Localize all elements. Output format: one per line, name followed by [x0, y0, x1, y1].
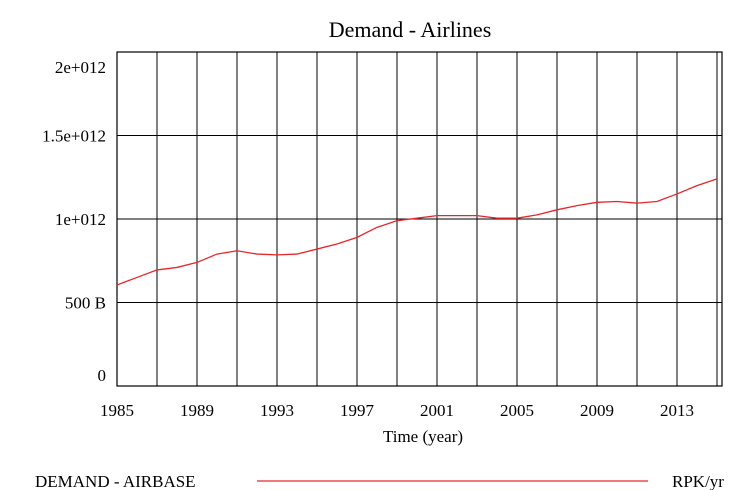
x-tick-label: 2005 [500, 401, 534, 420]
y-tick-label: 1.5e+012 [42, 127, 106, 146]
legend-label: DEMAND - AIRBASE [35, 472, 196, 490]
x-tick-label: 1985 [100, 401, 134, 420]
x-tick-label: 1997 [340, 401, 375, 420]
x-tick-label: 2009 [580, 401, 614, 420]
x-tick-label: 2013 [660, 401, 694, 420]
chart-title: Demand - Airlines [329, 17, 492, 42]
x-tick-label: 1993 [260, 401, 294, 420]
x-axis-label: Time (year) [383, 427, 463, 446]
x-tick-label: 1989 [180, 401, 214, 420]
y-tick-label: 2e+012 [55, 58, 106, 77]
y-tick-label: 1e+012 [55, 210, 106, 229]
y-tick-label: 0 [98, 366, 107, 385]
legend-units: RPK/yr [672, 472, 724, 490]
y-tick-label: 500 B [65, 294, 106, 313]
x-tick-label: 2001 [420, 401, 454, 420]
data-line [116, 178, 718, 286]
